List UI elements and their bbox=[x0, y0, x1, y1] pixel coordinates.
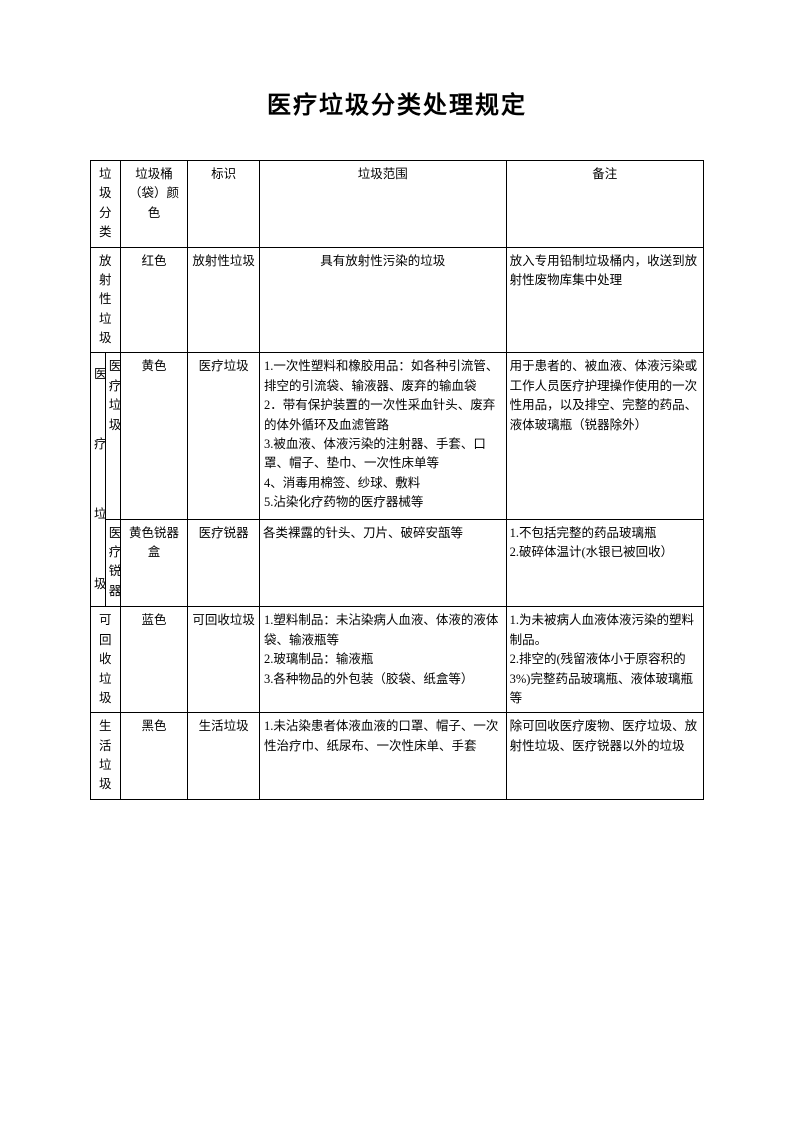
cell-medical-waste-sign: 医疗垃圾 bbox=[188, 353, 260, 519]
cell-domestic-scope: 1.未沾染患者体液血液的口罩、帽子、一次性治疗巾、纸尿布、一次性床单、手套 bbox=[259, 713, 506, 800]
page-title: 医疗垃圾分类处理规定 bbox=[90, 85, 704, 120]
cell-radioactive-category: 放射性垃圾 bbox=[91, 247, 121, 353]
cell-medical-sharp-remark: 1.不包括完整的药品玻璃瓶 2.破碎体温计(水银已被回收） bbox=[506, 519, 703, 607]
header-category: 垃圾分类 bbox=[91, 161, 121, 248]
cell-domestic-color: 黑色 bbox=[120, 713, 188, 800]
cell-recyclable-color: 蓝色 bbox=[120, 607, 188, 713]
cell-medical-sharp-color: 黄色锐器盒 bbox=[120, 519, 188, 607]
cell-radioactive-color: 红色 bbox=[120, 247, 188, 353]
cell-medical-sharp-sign: 医疗锐器 bbox=[188, 519, 260, 607]
cell-recyclable-category: 可回收垃圾 bbox=[91, 607, 121, 713]
cell-domestic-category: 生活垃圾 bbox=[91, 713, 121, 800]
table-row-radioactive: 放射性垃圾 红色 放射性垃圾 具有放射性污染的垃圾 放入专用铅制垃圾桶内，收送到… bbox=[91, 247, 704, 353]
table-row-recyclable: 可回收垃圾 蓝色 可回收垃圾 1.塑料制品：未沾染病人血液、体液的液体袋、输液瓶… bbox=[91, 607, 704, 713]
waste-classification-table: 垃圾分类 垃圾桶（袋）颜色 标识 垃圾范围 备注 放射性垃圾 红色 放射性垃圾 … bbox=[90, 160, 704, 800]
header-color: 垃圾桶（袋）颜色 bbox=[120, 161, 188, 248]
cell-domestic-remark: 除可回收医疗废物、医疗垃圾、放射性垃圾、医疗锐器以外的垃圾 bbox=[506, 713, 703, 800]
cell-domestic-sign: 生活垃圾 bbox=[188, 713, 260, 800]
header-remark: 备注 bbox=[506, 161, 703, 248]
cell-recyclable-sign: 可回收垃圾 bbox=[188, 607, 260, 713]
table-row-domestic: 生活垃圾 黑色 生活垃圾 1.未沾染患者体液血液的口罩、帽子、一次性治疗巾、纸尿… bbox=[91, 713, 704, 800]
header-scope: 垃圾范围 bbox=[259, 161, 506, 248]
cell-medical-waste-scope: 1.一次性塑料和橡胶用品：如各种引流管、排空的引流袋、输液器、废弃的输血袋 2．… bbox=[259, 353, 506, 519]
cell-radioactive-sign: 放射性垃圾 bbox=[188, 247, 260, 353]
cell-recyclable-scope: 1.塑料制品：未沾染病人血液、体液的液体袋、输液瓶等 2.玻璃制品：输液瓶 3.… bbox=[259, 607, 506, 713]
cell-radioactive-scope: 具有放射性污染的垃圾 bbox=[259, 247, 506, 353]
table-header-row: 垃圾分类 垃圾桶（袋）颜色 标识 垃圾范围 备注 bbox=[91, 161, 704, 248]
cell-medical-sharp-category: 医疗锐器 bbox=[105, 519, 120, 607]
header-sign: 标识 bbox=[188, 161, 260, 248]
cell-medical-sharp-scope: 各类裸露的针头、刀片、破碎安瓿等 bbox=[259, 519, 506, 607]
cell-medical-waste-category: 医疗垃圾 bbox=[105, 353, 120, 519]
table-row-medical-sharp: 医疗锐器 黄色锐器盒 医疗锐器 各类裸露的针头、刀片、破碎安瓿等 1.不包括完整… bbox=[91, 519, 704, 607]
cell-recyclable-remark: 1.为未被病人血液体液污染的塑料制品。 2.排空的(残留液体小于原容积的 3%)… bbox=[506, 607, 703, 713]
cell-radioactive-remark: 放入专用铅制垃圾桶内，收送到放射性废物库集中处理 bbox=[506, 247, 703, 353]
cell-medical-waste-color: 黄色 bbox=[120, 353, 188, 519]
cell-medical-waste-remark: 用于患者的、被血液、体液污染或工作人员医疗护理操作使用的一次性用品，以及排空、完… bbox=[506, 353, 703, 519]
table-row-medical-waste: 医 疗 垃 圾 医疗垃圾 黄色 医疗垃圾 1.一次性塑料和橡胶用品：如各种引流管… bbox=[91, 353, 704, 519]
cell-medical-group-label: 医 疗 垃 圾 bbox=[91, 353, 106, 607]
